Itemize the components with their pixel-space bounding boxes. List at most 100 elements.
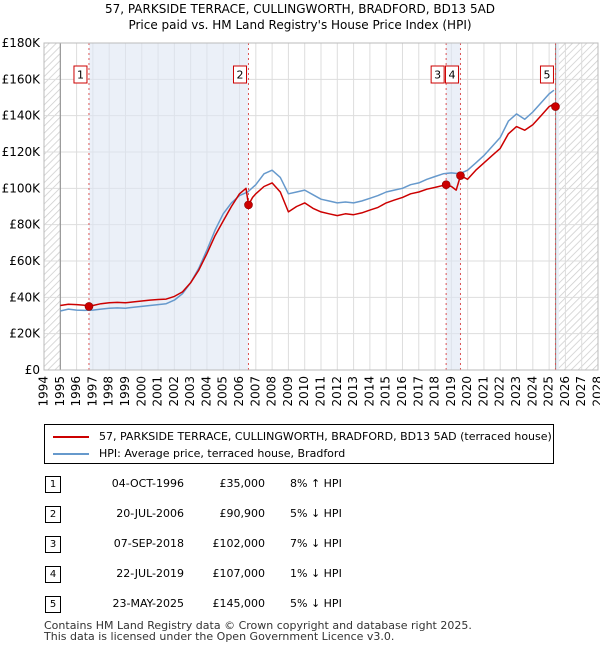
hpi-line <box>60 89 555 312</box>
x-tick-label: 1998 <box>102 376 116 407</box>
highlight-band <box>555 43 559 370</box>
y-tick-label: £20K <box>9 327 41 341</box>
y-tick-label: £140K <box>2 109 42 123</box>
sale-row: 4 22-JUL-2019 £107,000 1% ↓ HPI <box>0 558 600 586</box>
sale-price: £145,000 <box>212 597 266 610</box>
x-tick-label: 2003 <box>183 376 197 407</box>
chart-title-line1: 57, PARKSIDE TERRACE, CULLINGWORTH, BRAD… <box>104 2 496 16</box>
sale-row: 5 23-MAY-2025 £145,000 5% ↓ HPI <box>0 588 600 616</box>
sale-label-number: 2 <box>236 69 243 82</box>
x-tick-label: 2025 <box>542 376 556 407</box>
chart-title-line2: Price paid vs. HM Land Registry's House … <box>128 18 472 32</box>
sale-label-box <box>73 65 88 84</box>
x-tick-label: 2020 <box>460 376 474 407</box>
sale-number-badge: 3 <box>45 536 61 553</box>
sale-label-box <box>539 65 554 84</box>
y-tick-label: £80K <box>9 218 41 232</box>
chart-legend: 57, PARKSIDE TERRACE, CULLINGWORTH, BRAD… <box>44 424 554 464</box>
y-tick-label: £160K <box>2 72 42 86</box>
sale-date: 20-JUL-2006 <box>116 507 184 520</box>
sale-label-box <box>444 65 459 84</box>
sale-point <box>456 171 465 180</box>
sale-point <box>244 200 253 210</box>
sale-hpi-diff: 8% ↑ HPI <box>290 477 342 490</box>
sale-price: £35,000 <box>219 477 266 490</box>
plot-frame <box>43 42 599 371</box>
x-tick-label: 1996 <box>69 376 83 407</box>
x-tick-label: 2019 <box>444 376 458 407</box>
footer-licence: This data is licensed under the Open Gov… <box>44 630 395 643</box>
sale-row: 2 20-JUL-2006 £90,900 5% ↓ HPI <box>0 498 600 526</box>
x-tick-label: 1995 <box>53 376 67 407</box>
x-tick-label: 2022 <box>493 376 507 407</box>
sale-label-number: 4 <box>448 69 455 82</box>
sale-number-badge: 2 <box>45 506 61 523</box>
sale-hpi-diff: 1% ↓ HPI <box>290 567 342 580</box>
sale-number-badge: 4 <box>45 566 61 583</box>
x-tick-label: 2015 <box>379 376 393 407</box>
x-tick-label: 2028 <box>591 376 600 407</box>
property-price-line <box>60 104 556 308</box>
sale-row: 3 07-SEP-2018 £102,000 7% ↓ HPI <box>0 528 600 556</box>
y-tick-label: £0 <box>25 363 40 377</box>
x-tick-label: 2004 <box>199 376 213 407</box>
x-tick-label: 2017 <box>411 376 425 407</box>
x-tick-label: 2000 <box>134 376 148 407</box>
legend-swatch-property <box>53 435 89 438</box>
legend-item-property: 57, PARKSIDE TERRACE, CULLINGWORTH, BRAD… <box>53 430 552 443</box>
sale-point <box>441 180 451 189</box>
legend-label-hpi: HPI: Average price, terraced house, Brad… <box>99 447 346 460</box>
sale-price: £90,900 <box>219 507 266 520</box>
sale-label-box <box>232 65 247 84</box>
x-tick-label: 2023 <box>509 376 523 407</box>
y-tick-label: £180K <box>2 36 42 50</box>
sale-number-badge: 5 <box>45 596 61 613</box>
sale-hpi-diff: 5% ↓ HPI <box>290 597 342 610</box>
x-tick-label: 2021 <box>476 376 490 407</box>
x-tick-label: 2014 <box>362 376 376 407</box>
y-tick-label: £120K <box>2 145 42 159</box>
sale-label-number: 1 <box>77 69 84 82</box>
x-tick-label: 2009 <box>281 376 295 407</box>
sale-date: 04-OCT-1996 <box>111 477 184 490</box>
sale-price: £102,000 <box>212 537 266 550</box>
legend-item-hpi: HPI: Average price, terraced house, Brad… <box>53 447 345 460</box>
y-tick-label: £100K <box>2 181 42 195</box>
x-tick-label: 1997 <box>85 376 99 407</box>
x-tick-label: 2018 <box>428 376 442 407</box>
sale-date: 07-SEP-2018 <box>113 537 184 550</box>
sale-point <box>551 102 560 111</box>
x-tick-label: 2005 <box>216 376 230 407</box>
legend-swatch-hpi <box>53 452 89 455</box>
x-tick-label: 2012 <box>330 376 344 407</box>
x-tick-label: 2010 <box>297 376 311 407</box>
sale-label-number: 5 <box>543 69 550 82</box>
highlight-band <box>88 43 249 370</box>
sale-label-number: 3 <box>434 69 441 82</box>
footer-note: Contains HM Land Registry data © Crown c… <box>44 620 472 642</box>
sale-number-badge: 1 <box>45 476 61 493</box>
y-tick-label: £60K <box>9 254 41 268</box>
footer-copyright: Contains HM Land Registry data © Crown c… <box>44 619 472 632</box>
sale-row: 1 04-OCT-1996 £35,000 8% ↑ HPI <box>0 468 600 496</box>
x-tick-label: 2001 <box>151 376 165 407</box>
sale-date: 23-MAY-2025 <box>112 597 184 610</box>
x-tick-label: 2027 <box>574 376 588 407</box>
x-tick-label: 1999 <box>118 376 132 407</box>
legend-label-property: 57, PARKSIDE TERRACE, CULLINGWORTH, BRAD… <box>99 430 552 443</box>
sale-label-box <box>430 65 445 84</box>
highlight-band <box>446 43 461 370</box>
x-tick-label: 2006 <box>232 376 246 407</box>
sale-price: £107,000 <box>212 567 266 580</box>
x-tick-label: 2007 <box>248 376 262 407</box>
y-tick-label: £40K <box>9 290 41 304</box>
sale-hpi-diff: 5% ↓ HPI <box>290 507 342 520</box>
x-tick-label: 2002 <box>167 376 181 407</box>
hatched-region <box>558 43 598 370</box>
x-tick-label: 2016 <box>395 376 409 407</box>
x-tick-label: 2008 <box>265 376 279 407</box>
x-tick-label: 2026 <box>558 376 572 407</box>
x-tick-label: 2024 <box>525 376 539 407</box>
sale-point <box>84 302 94 311</box>
